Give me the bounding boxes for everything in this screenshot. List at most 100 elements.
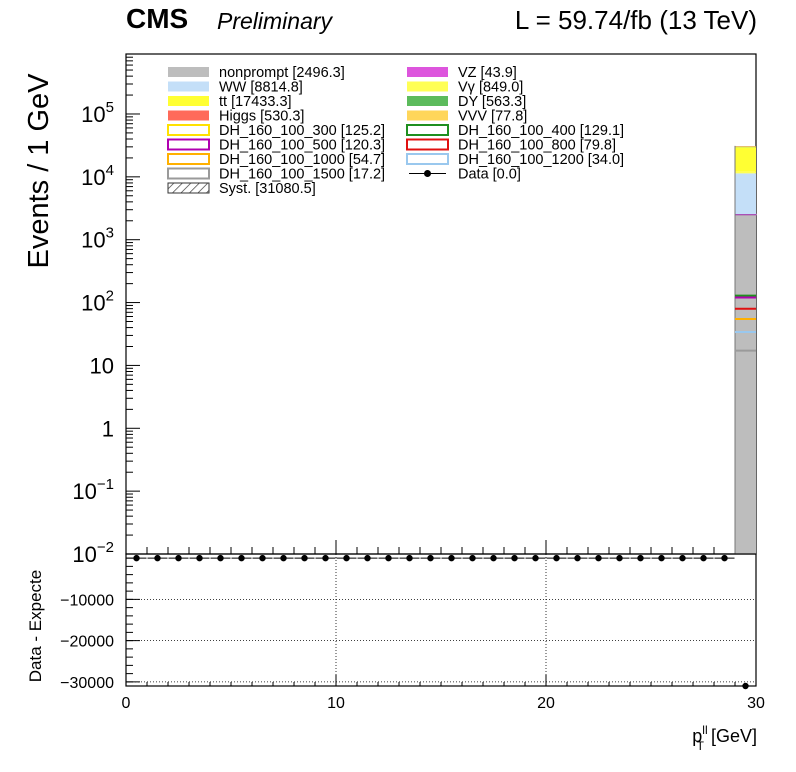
y-tick-base-7: 10 — [72, 542, 96, 567]
stack-bar-3 — [735, 171, 756, 174]
x-tick-labels: 0 10 20 30 — [122, 695, 765, 712]
ratio-point-5 — [238, 554, 245, 562]
y-tick-base-2: 10 — [81, 228, 105, 253]
legend-right-label-4: DH_160_100_400 [129.1] — [458, 123, 624, 139]
legend-left-label-1: WW [8814.8] — [219, 80, 303, 96]
ratio-point-25 — [658, 554, 665, 562]
legend-left-swatch-1 — [168, 81, 209, 92]
y-tick-label-3: 102 — [81, 288, 114, 316]
x-tick-label-2: 20 — [537, 695, 555, 712]
x-tick-label-1: 10 — [327, 695, 345, 712]
legend-right-swatch-3 — [407, 110, 448, 121]
ratio-point-19 — [532, 554, 539, 562]
y-tick-base-6: 10 — [72, 479, 96, 504]
legend-left-swatch-5 — [167, 138, 210, 151]
ratio-frame — [125, 553, 757, 687]
legend-right-label-5: DH_160_100_800 [79.8] — [458, 138, 616, 154]
legend-left-swatch-6 — [167, 153, 210, 165]
x-axis-title: pll T [GeV] — [692, 723, 757, 753]
x-tick-label-3: 30 — [747, 695, 765, 712]
legend-right-swatch-5 — [406, 138, 449, 151]
ratio-y-tick-label-1: −20000 — [60, 634, 114, 651]
legend-left-swatch-4 — [167, 124, 210, 136]
legend-left-label-3: Higgs [530.3] — [219, 109, 304, 125]
ratio-point-7 — [280, 554, 287, 562]
stack-bar-7 — [735, 146, 756, 147]
ratio-point-24 — [637, 554, 644, 562]
stack-bar-0 — [735, 214, 756, 554]
legend-left-label-2: tt [17433.3] — [219, 94, 292, 110]
ratio-point-13 — [406, 554, 413, 562]
ratio-point-26 — [679, 554, 686, 562]
ratio-point-21 — [574, 554, 581, 562]
y-tick-exp-2: 3 — [106, 225, 114, 242]
y-tick-exp-3: 2 — [106, 288, 114, 305]
y-tick-base-3: 10 — [81, 291, 105, 316]
main-minor-ticks — [126, 56, 133, 536]
x-axis-title-unit: [GeV] — [711, 726, 757, 746]
ratio-point-11 — [364, 554, 371, 562]
stack-bar-2 — [735, 173, 756, 215]
legend-left-swatch-8 — [167, 182, 210, 194]
ratio-point-9 — [322, 554, 329, 562]
stack-bar-1 — [734, 213, 757, 216]
ratio-point-2 — [175, 554, 182, 562]
legend-right-marker-7 — [424, 170, 431, 177]
legend-right-swatch-1 — [407, 81, 448, 92]
cms-label: CMS — [126, 3, 188, 34]
ratio-point-17 — [490, 554, 497, 562]
y-axis-title: Events / 1 GeV — [23, 73, 55, 269]
y-tick-base-1: 10 — [81, 165, 105, 190]
y-tick-base-0: 10 — [81, 102, 105, 127]
ratio-point-0 — [133, 554, 140, 562]
legend-left-label-4: DH_160_100_300 [125.2] — [219, 123, 385, 139]
legend-left-swatch-2 — [168, 96, 209, 106]
legend-right-label-3: VVV [77.8] — [458, 109, 527, 125]
luminosity-label: L = 59.74/fb (13 TeV) — [515, 5, 757, 35]
legend-right-label-7: Data [0.0] — [458, 167, 521, 183]
ratio-point-27 — [700, 554, 707, 562]
y-tick-label-1: 104 — [81, 162, 114, 190]
ratio-point-29 — [742, 682, 749, 690]
y-tick-exp-6: −1 — [97, 476, 114, 493]
ratio-point-14 — [427, 554, 434, 562]
preliminary-label: Preliminary — [217, 8, 334, 34]
y-tick-base-4: 10 — [90, 353, 114, 378]
ratio-point-3 — [196, 554, 203, 562]
stack-bars — [734, 145, 757, 554]
legend-left-label-5: DH_160_100_500 [120.3] — [219, 138, 385, 154]
ratio-point-28 — [721, 554, 728, 562]
ratio-points — [126, 554, 756, 690]
legend-right-label-6: DH_160_100_1200 [34.0] — [458, 152, 624, 168]
x-axis-title-superscript: ll — [702, 723, 707, 737]
legend-left-label-0: nonprompt [2496.3] — [219, 65, 345, 81]
ratio-point-12 — [385, 554, 392, 562]
y-tick-base-5: 1 — [102, 416, 114, 441]
legend-right-swatch-0 — [407, 67, 448, 77]
x-axis-title-symbol: p — [692, 726, 702, 746]
ratio-point-10 — [343, 554, 350, 562]
signal-lines — [735, 294, 756, 352]
ratio-point-23 — [616, 554, 623, 562]
legend-left-label-6: DH_160_100_1000 [54.7] — [219, 152, 385, 168]
ratio-point-20 — [553, 554, 560, 562]
ratio-point-8 — [301, 554, 308, 562]
y-tick-label-2: 103 — [81, 225, 114, 253]
x-axis-title-subscript: T — [697, 739, 705, 753]
y-tick-label-0: 105 — [81, 99, 114, 127]
legend-right-label-1: Vγ [849.0] — [458, 80, 523, 96]
legend-left-label-7: DH_160_100_1500 [17.2] — [219, 167, 385, 183]
legend: nonprompt [2496.3]WW [8814.8]tt [17433.3… — [167, 65, 624, 197]
legend-left-swatch-7 — [167, 167, 210, 180]
ratio-point-22 — [595, 554, 602, 562]
ratio-y-tick-label-0: −10000 — [60, 592, 114, 609]
legend-left-swatch-0 — [168, 67, 209, 77]
y-tick-exp-1: 4 — [106, 162, 114, 179]
y-tick-label-7: 10−2 — [72, 539, 114, 567]
legend-right-label-2: DY [563.3] — [458, 94, 526, 110]
ratio-y-ticks: −10000 −20000 −30000 — [60, 557, 140, 692]
legend-right-label-0: VZ [43.9] — [458, 65, 517, 81]
ratio-point-4 — [217, 554, 224, 562]
ratio-grid — [126, 554, 756, 686]
